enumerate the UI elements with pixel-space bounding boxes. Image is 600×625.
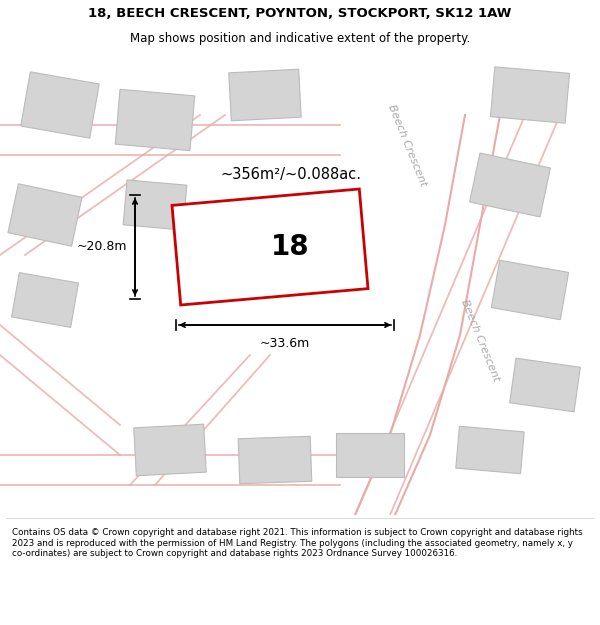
Text: Beech Crescent: Beech Crescent [459,298,501,382]
Text: 18, BEECH CRESCENT, POYNTON, STOCKPORT, SK12 1AW: 18, BEECH CRESCENT, POYNTON, STOCKPORT, … [88,8,512,20]
Polygon shape [491,260,569,320]
Text: Contains OS data © Crown copyright and database right 2021. This information is : Contains OS data © Crown copyright and d… [12,528,583,558]
Text: ~33.6m: ~33.6m [260,337,310,350]
Polygon shape [470,153,550,217]
Polygon shape [336,433,404,477]
Polygon shape [509,358,580,412]
Polygon shape [229,69,301,121]
Polygon shape [123,180,187,230]
Polygon shape [11,272,79,328]
Text: ~356m²/~0.088ac.: ~356m²/~0.088ac. [220,168,361,182]
Polygon shape [134,424,206,476]
Text: ~20.8m: ~20.8m [77,241,127,254]
Text: Map shows position and indicative extent of the property.: Map shows position and indicative extent… [130,32,470,45]
Polygon shape [172,189,368,305]
Polygon shape [456,426,524,474]
Text: 18: 18 [271,233,310,261]
Polygon shape [21,72,99,138]
Polygon shape [115,89,195,151]
Polygon shape [490,67,569,123]
Text: Beech Crescent: Beech Crescent [386,102,428,188]
Polygon shape [8,184,82,246]
Polygon shape [238,436,312,484]
